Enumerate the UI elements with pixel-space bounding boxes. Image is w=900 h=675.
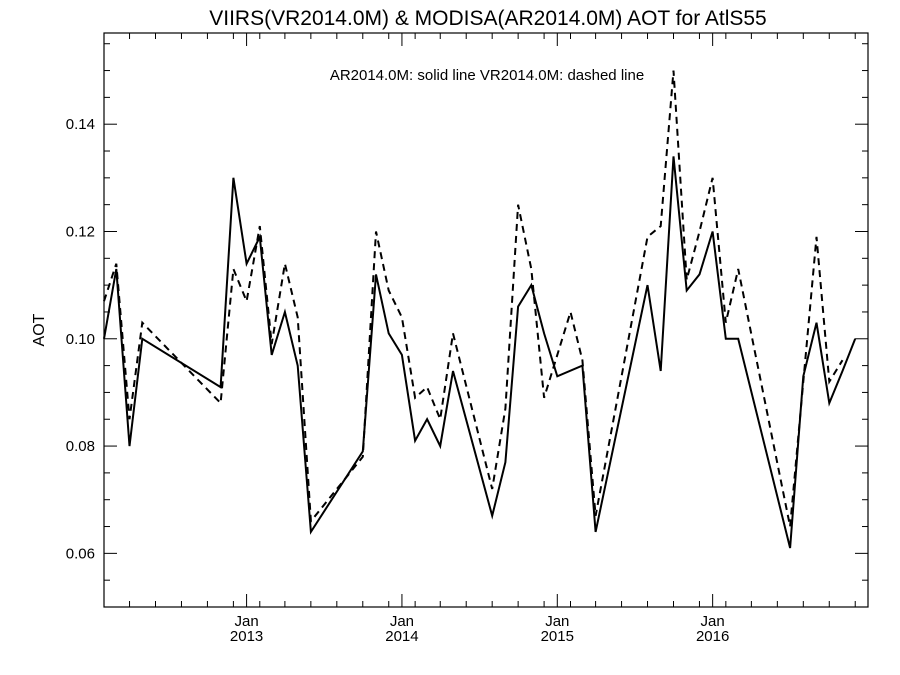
y-tick-labels: 0.06 0.08 0.10 0.12 0.14 (66, 116, 95, 562)
y-tick-label: 0.08 (66, 438, 95, 455)
plot-frame (103, 32, 869, 608)
y-tick-label: 0.12 (66, 223, 95, 240)
axis-ticks (104, 33, 868, 608)
x-tick-year: 2014 (385, 628, 418, 645)
series-layer (103, 70, 857, 549)
x-tick-month: Jan (390, 613, 414, 630)
x-tick-month: Jan (545, 613, 569, 630)
x-tick-year: 2013 (230, 628, 263, 645)
x-tick-year: 2015 (541, 628, 574, 645)
y-tick-label: 0.10 (66, 331, 95, 348)
line-style-note: AR2014.0M: solid line VR2014.0M: dashed … (330, 67, 644, 84)
y-tick-label: 0.14 (66, 116, 95, 133)
y-tick-label: 0.06 (66, 545, 95, 562)
x-tick-year: 2016 (696, 628, 729, 645)
y-axis-label: AOT (31, 313, 48, 346)
x-tick-month: Jan (701, 613, 725, 630)
series-line-ar2014-0m (103, 156, 857, 549)
x-tick-month: Jan (234, 613, 258, 630)
chart-title: VIIRS(VR2014.0M) & MODISA(AR2014.0M) AOT… (209, 7, 766, 30)
series-line-vr2014-0m (103, 70, 844, 527)
